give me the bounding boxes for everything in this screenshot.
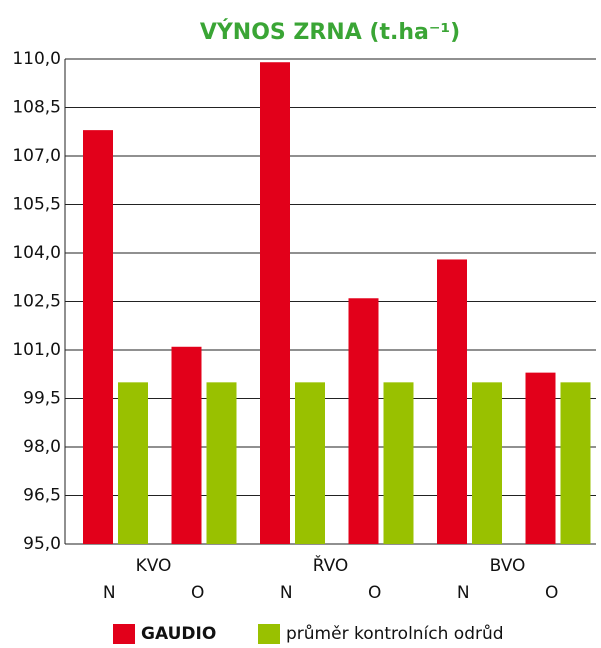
x-tick-label: O	[191, 583, 204, 603]
group-label: KVO	[136, 556, 172, 576]
bar	[260, 62, 290, 544]
y-tick-label: 101,0	[12, 340, 61, 360]
y-tick-label: 110,0	[12, 49, 61, 69]
x-tick-label: N	[103, 583, 116, 603]
bar	[171, 346, 202, 544]
chart-title: VÝNOS ZRNA (t.ha⁻¹)	[200, 19, 460, 45]
y-tick-label: 105,5	[12, 195, 61, 215]
x-tick-label: N	[280, 583, 293, 603]
x-tick-label: O	[368, 583, 381, 603]
bar	[437, 259, 467, 544]
bar	[206, 382, 237, 544]
y-tick-label: 107,0	[12, 146, 61, 166]
x-tick-label: N	[457, 583, 470, 603]
bar	[295, 382, 325, 544]
legend-swatch	[113, 624, 135, 644]
bar	[525, 372, 556, 544]
legend-label: průměr kontrolních odrůd	[286, 624, 504, 644]
y-tick-label: 108,5	[12, 98, 61, 118]
y-tick-label: 102,5	[12, 292, 61, 312]
bar	[348, 298, 379, 544]
group-label: ŘVO	[313, 554, 349, 576]
bar	[472, 382, 502, 544]
y-tick-label: 99,5	[23, 389, 61, 409]
bar	[83, 130, 113, 544]
bar	[560, 382, 591, 544]
y-tick-label: 98,0	[23, 437, 61, 457]
y-tick-label: 95,0	[23, 534, 61, 554]
y-tick-label: 104,0	[12, 243, 61, 263]
legend-swatch	[258, 624, 280, 644]
y-tick-label: 96,5	[23, 486, 61, 506]
x-tick-label: O	[545, 583, 558, 603]
group-label: BVO	[490, 556, 526, 576]
bar	[383, 382, 414, 544]
legend-label: GAUDIO	[141, 624, 216, 644]
bar	[118, 382, 148, 544]
